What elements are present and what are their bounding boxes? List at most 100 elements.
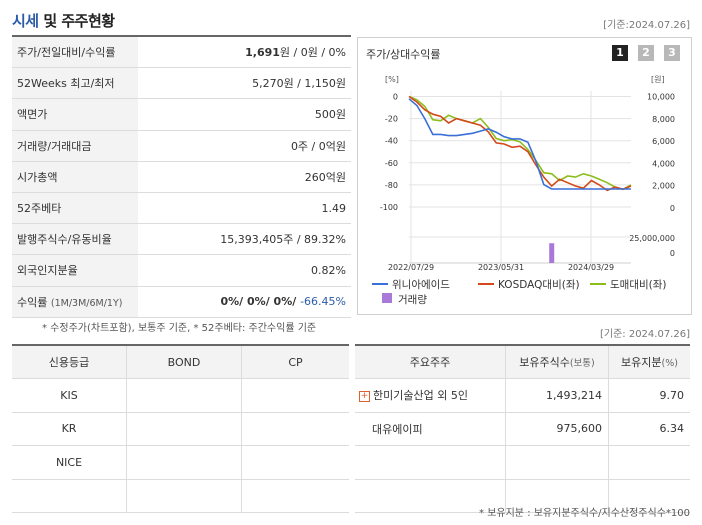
chart-page-3-button[interactable]: 3	[664, 45, 680, 61]
info-row: 발행주식수/유동비율 15,393,405주 / 89.32%	[12, 223, 351, 256]
info-value: 500원	[138, 98, 351, 131]
info-label: 주가/전일대비/수익률	[12, 37, 138, 69]
info-row: 거래량/거래대금 0주 / 0억원	[12, 130, 351, 162]
info-label: 시가총액	[12, 161, 138, 193]
holder-pct-cell: 9.70	[608, 378, 690, 413]
series-line-1	[408, 98, 631, 190]
holder-shares-cell: 1,493,214	[505, 378, 609, 413]
left-axis-tick: -100	[380, 203, 398, 212]
expand-plus-icon[interactable]: +	[359, 390, 370, 402]
left-axis-unit: [%]	[385, 75, 399, 84]
info-label: 52Weeks 최고/최저	[12, 67, 138, 100]
info-row: 액면가 500원	[12, 98, 351, 131]
x-axis-tick: 2023/05/31	[478, 263, 524, 272]
info-label: 52주베타	[12, 192, 138, 225]
bond-cell	[126, 412, 242, 446]
info-value: 0주 / 0억원	[138, 130, 351, 162]
agency-cell: KR	[12, 412, 127, 446]
legend-label: 도매대비(좌)	[610, 279, 667, 291]
credit-divider	[12, 344, 349, 346]
price-chart: [%] [원] 0 -20 -40 -60 -80 -100 10,000 8,000 6,0…	[372, 75, 675, 306]
series-line-2	[408, 95, 632, 192]
holder-name-cell[interactable]: + 한미기술산업 외 5인	[355, 378, 506, 413]
legend-label: KOSDAQ대비(좌)	[498, 279, 580, 291]
legend-swatch-volume	[382, 293, 392, 303]
agency-cell: KIS	[12, 378, 127, 413]
major-holders-table: 주요주주 보유주식수(보통) 보유지분(%) + 한미기술산업 외 5인 1,49…	[355, 346, 690, 513]
credit-rating-table: 신용등급 BOND CP KIS KR NICE	[12, 346, 349, 513]
left-axis-tick: -20	[385, 115, 398, 124]
empty-cell	[505, 445, 609, 480]
info-value: 260억원	[138, 161, 351, 193]
holders-base-date: [기준: 2024.07.26]	[599, 329, 690, 340]
info-value: 1,691원 / 0원 / 0%	[138, 37, 351, 69]
bond-cell	[126, 378, 242, 413]
chart-title: 주가/상대수익률	[366, 48, 441, 61]
x-axis-tick: 2024/03/29	[568, 263, 614, 272]
info-value: 15,393,405주 / 89.32%	[138, 223, 351, 256]
left-axis-tick: -80	[385, 181, 398, 190]
left-axis-tick: -60	[385, 159, 398, 168]
bond-cell	[126, 445, 242, 480]
top-divider	[12, 35, 351, 37]
left-axis-tick: 0	[393, 93, 398, 102]
section-title: 시세 및 주주현황	[12, 12, 115, 30]
info-row: 시가총액 260억원	[12, 161, 351, 193]
legend-label: 위니아에이드	[392, 278, 450, 291]
info-label: 발행주식수/유동비율	[12, 223, 138, 256]
cp-cell	[241, 445, 349, 480]
bond-cell	[126, 479, 242, 513]
footnote-holders: * 보유지분 : 보유지분주식수/지수산정주식수*100	[479, 508, 690, 519]
right-axis-tick: 0	[670, 204, 675, 213]
column-header: 보유지분(%)	[608, 346, 690, 379]
column-header: 신용등급	[12, 346, 127, 379]
column-header: CP	[241, 346, 349, 379]
holder-pct-cell: 6.34	[608, 412, 690, 446]
info-row: 52Weeks 최고/최저 5,270원 / 1,150원	[12, 67, 351, 100]
agency-cell	[12, 479, 127, 513]
x-axis-tick: 2022/07/29	[388, 263, 434, 272]
volume-axis-tick: 0	[670, 249, 675, 258]
empty-cell	[355, 479, 506, 513]
table-row: KR	[12, 412, 349, 446]
chart-page-1-button[interactable]: 1	[612, 45, 628, 61]
info-label: 외국인지분율	[12, 254, 138, 287]
table-row	[12, 479, 349, 513]
info-value: 0.82%	[138, 254, 351, 287]
holder-shares-cell: 975,600	[505, 412, 609, 446]
holder-name-cell: 대유에이피	[355, 412, 506, 446]
holders-divider	[355, 344, 690, 346]
chart-panel: 주가/상대수익률 1 2 3 [%] [원] 0 -20 -40 -60 -80 -100…	[357, 37, 692, 315]
table-row: 대유에이피 975,600 6.34	[355, 412, 690, 446]
info-label: 액면가	[12, 98, 138, 131]
table-row: NICE	[12, 445, 349, 480]
cp-cell	[241, 378, 349, 413]
info-row: 52주베타 1.49	[12, 192, 351, 225]
volume-axis-tick: 25,000,000	[629, 234, 675, 243]
volume-bar	[549, 243, 555, 263]
info-value: 0%/ 0%/ 0%/ -66.45%	[138, 286, 351, 318]
right-axis-tick: 10,000	[647, 93, 675, 102]
info-row-return: 수익률 (1M/3M/6M/1Y) 0%/ 0%/ 0%/ -66.45%	[12, 286, 351, 318]
table-row: + 한미기술산업 외 5인 1,493,214 9.70	[355, 378, 690, 413]
price-info-table: 주가/전일대비/수익률 1,691원 / 0원 / 0% 52Weeks 최고/…	[12, 37, 351, 318]
empty-cell	[505, 479, 609, 513]
info-row: 주가/전일대비/수익률 1,691원 / 0원 / 0%	[12, 37, 351, 69]
right-axis-tick: 8,000	[652, 115, 675, 124]
cp-cell	[241, 412, 349, 446]
column-header: 보유주식수(보통)	[505, 346, 609, 379]
series-line-3	[408, 95, 632, 191]
cp-cell	[241, 479, 349, 513]
column-header: BOND	[126, 346, 242, 379]
agency-cell: NICE	[12, 445, 127, 480]
chart-page-2-button[interactable]: 2	[638, 45, 654, 61]
empty-cell	[355, 445, 506, 480]
empty-cell	[608, 445, 690, 480]
info-value: 1.49	[138, 192, 351, 225]
info-label: 수익률 (1M/3M/6M/1Y)	[12, 286, 138, 318]
legend-label: 거래량	[398, 294, 427, 306]
left-axis-tick: -40	[385, 137, 398, 146]
footnote-price: * 수정주가(차트포함), 보통주 기준, * 52주베타: 주간수익률 기준	[42, 323, 317, 334]
column-header: 주요주주	[355, 346, 506, 379]
table-row	[355, 479, 690, 513]
